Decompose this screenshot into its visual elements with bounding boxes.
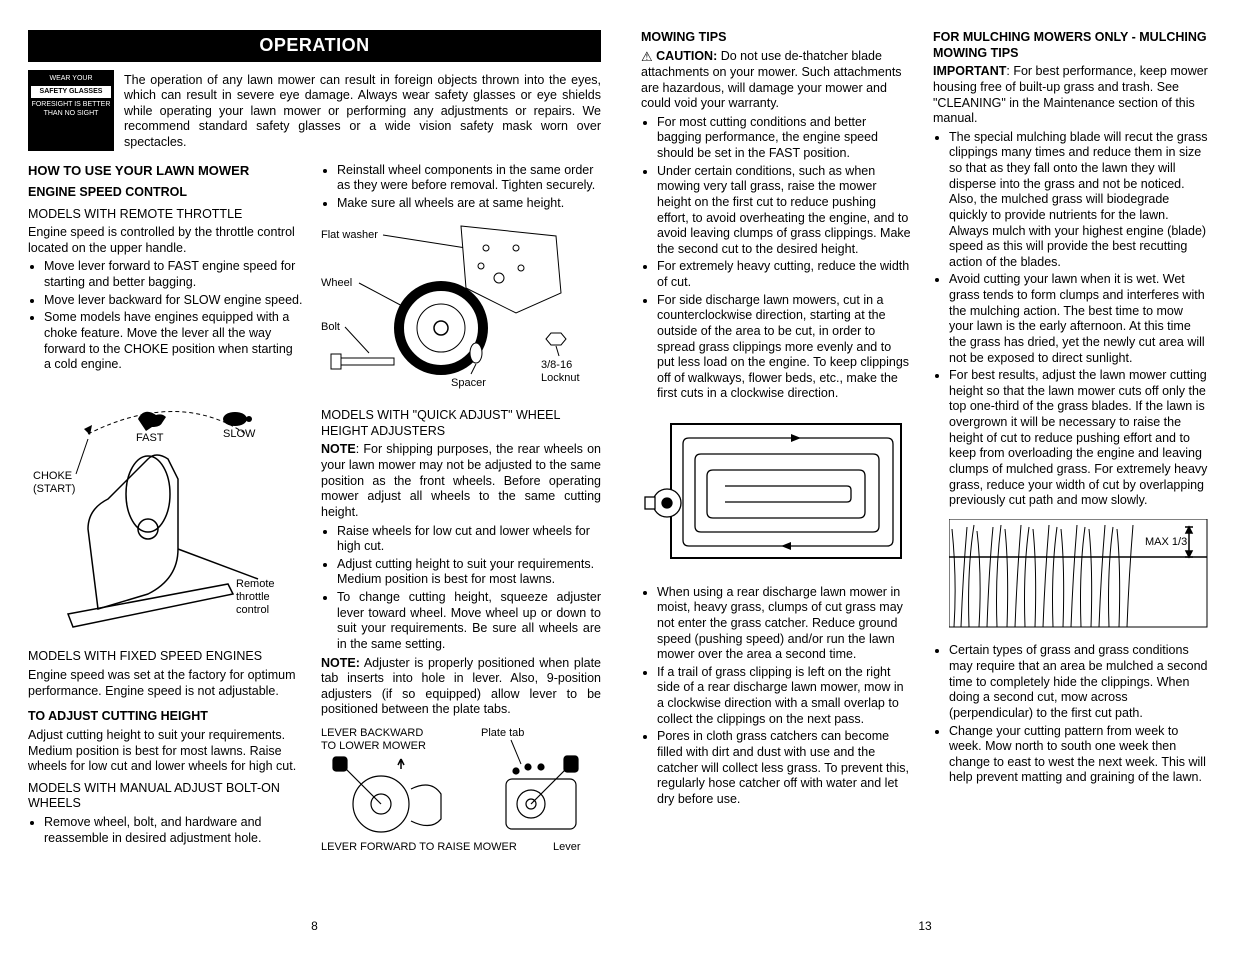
list-item: Remove wheel, bolt, and hardware and rea… [44,815,303,846]
badge-bot: FORESIGHT IS BETTER THAN NO SIGHT [31,101,111,118]
heading-manual-adjust: MODELS WITH MANUAL ADJUST BOLT-ON WHEELS [28,781,303,812]
remote-desc: Engine speed is controlled by the thrott… [28,225,303,256]
list-item: Change your cutting pattern from week to… [949,724,1209,787]
left-column: HOW TO USE YOUR LAWN MOWER ENGINE SPEED … [28,161,303,934]
list-item: The special mulching blade will recut th… [949,130,1209,271]
heading-remote-throttle: MODELS WITH REMOTE THROTTLE [28,207,303,223]
heading-adjust-cut: TO ADJUST CUTTING HEIGHT [28,709,303,725]
mowing-tips-column: MOWING TIPS ⚠ CAUTION: Do not use de-tha… [641,30,911,934]
label-lever: Lever [553,841,581,853]
mowing-bullets: For most cutting conditions and better b… [641,115,911,402]
remote-bullets: Move lever forward to FAST engine speed … [28,259,303,372]
list-item: Reinstall wheel components in the same o… [337,163,601,194]
safety-glasses-badge: WEAR YOUR SAFETY GLASSES FORESIGHT IS BE… [28,70,114,151]
label-locknut: 3/8-16Locknut [541,359,580,384]
fixed-desc: Engine speed was set at the factory for … [28,668,303,699]
caution-paragraph: ⚠ CAUTION: Do not use de-thatcher blade … [641,49,911,112]
heading-mulching: FOR MULCHING MOWERS ONLY - MULCHING MOWI… [933,30,1209,61]
throttle-diagram: CHOKE (START) FAST SLOW [28,379,303,644]
list-item: Make sure all wheels are at same height. [337,196,601,212]
operation-banner: OPERATION [28,30,601,62]
label-slow: SLOW [223,428,256,440]
label-lever-back2: TO LOWER MOWER [321,740,426,752]
heading-quick-adjust: MODELS WITH "QUICK ADJUST" WHEEL HEIGHT … [321,408,601,439]
list-item: For side discharge lawn mowers, cut in a… [657,293,911,402]
list-item: Move lever forward to FAST engine speed … [44,259,303,290]
warning-icon: ⚠ [641,49,653,64]
label-wheel: Wheel [321,277,352,289]
right-column: Reinstall wheel components in the same o… [321,161,601,934]
heading-fixed-speed: MODELS WITH FIXED SPEED ENGINES [28,649,303,665]
label-bolt: Bolt [321,321,340,333]
wheel-diagram: Flat washer Wheel Bolt [321,218,601,403]
lever-diagram: LEVER BACKWARD TO LOWER MOWER Plate tab [321,724,601,859]
badge-top: WEAR YOUR [31,75,111,83]
label-plate-tab: Plate tab [481,727,524,739]
list-item: For best results, adjust the lawn mower … [949,368,1209,509]
badge-mid: SAFETY GLASSES [31,86,111,98]
cut-desc: Adjust cutting height to suit your requi… [28,728,303,775]
label-remote1: Remote [236,578,275,590]
mow-path-diagram [641,416,911,571]
page-8: OPERATION WEAR YOUR SAFETY GLASSES FORES… [28,30,601,934]
label-fast: FAST [136,432,164,444]
label-spacer: Spacer [451,377,486,389]
caution-label: CAUTION: [656,49,717,63]
mulch-bullets: The special mulching blade will recut th… [933,130,1209,509]
grass-diagram: MAX 1/3 [949,519,1209,634]
mulch-bullets-2: Certain types of grass and grass conditi… [933,643,1209,786]
quick-bullets: Raise wheels for low cut and lower wheel… [321,524,601,653]
list-item: To change cutting height, squeeze adjust… [337,590,601,653]
list-item: Adjust cutting height to suit your requi… [337,557,601,588]
list-item: Avoid cutting your lawn when it is wet. … [949,272,1209,366]
heading-mowing-tips: MOWING TIPS [641,30,911,46]
intro-row: WEAR YOUR SAFETY GLASSES FORESIGHT IS BE… [28,70,601,151]
page-13: MOWING TIPS ⚠ CAUTION: Do not use de-tha… [641,30,1209,934]
mulching-tips-column: FOR MULCHING MOWERS ONLY - MULCHING MOWI… [933,30,1209,934]
quick-note2: NOTE: Adjuster is properly positioned wh… [321,656,601,719]
col2-bullets: Reinstall wheel components in the same o… [321,163,601,212]
list-item: If a trail of grass clipping is left on … [657,665,911,728]
label-lever-back1: LEVER BACKWARD [321,727,423,739]
list-item: Pores in cloth grass catchers can become… [657,729,911,807]
label-choke: CHOKE [33,470,72,482]
label-remote3: control [236,604,269,616]
list-item: Some models have engines equipped with a… [44,310,303,373]
heading-engine-speed: ENGINE SPEED CONTROL [28,185,303,201]
label-flat-washer: Flat washer [321,229,378,241]
list-item: Move lever backward for SLOW engine spee… [44,293,303,309]
label-remote2: throttle [236,591,270,603]
list-item: When using a rear discharge lawn mower i… [657,585,911,663]
list-item: Raise wheels for low cut and lower wheel… [337,524,601,555]
quick-note: NOTE: For shipping purposes, the rear wh… [321,442,601,520]
list-item: Certain types of grass and grass conditi… [949,643,1209,721]
label-lever-fwd: LEVER FORWARD TO RAISE MOWER [321,841,517,853]
label-max13: MAX 1/3 [1145,536,1187,548]
manual-bullets: Remove wheel, bolt, and hardware and rea… [28,815,303,846]
page-number-13: 13 [918,919,931,934]
page-number-8: 8 [311,919,318,934]
intro-paragraph: The operation of any lawn mower can resu… [124,73,601,151]
mowing-bullets-2: When using a rear discharge lawn mower i… [641,585,911,808]
heading-use-mower: HOW TO USE YOUR LAWN MOWER [28,163,303,179]
important-paragraph: IMPORTANT: For best performance, keep mo… [933,64,1209,127]
label-start: (START) [33,483,75,495]
list-item: Under certain conditions, such as when m… [657,164,911,258]
list-item: For extremely heavy cutting, reduce the … [657,259,911,290]
list-item: For most cutting conditions and better b… [657,115,911,162]
